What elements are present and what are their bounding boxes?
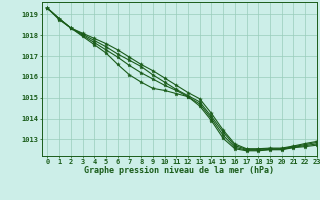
X-axis label: Graphe pression niveau de la mer (hPa): Graphe pression niveau de la mer (hPa)	[84, 166, 274, 175]
